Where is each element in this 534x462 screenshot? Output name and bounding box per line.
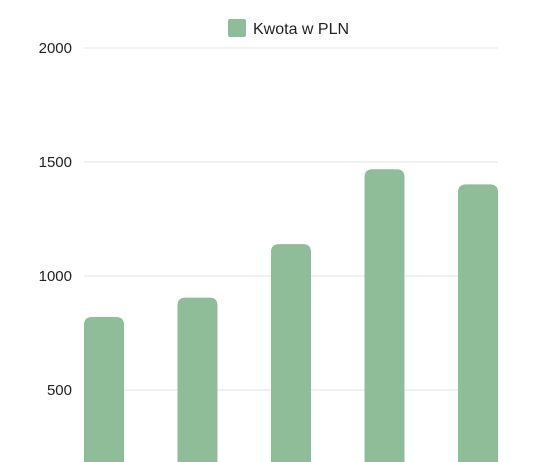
bar <box>84 317 124 462</box>
bar <box>271 244 311 462</box>
y-tick-label: 500 <box>47 382 72 399</box>
bar <box>458 184 498 462</box>
legend-label: Kwota w PLN <box>253 21 349 38</box>
y-axis-ticks: 500 1000 1500 2000 <box>39 40 72 399</box>
legend-swatch <box>228 19 246 37</box>
bar <box>364 169 405 462</box>
bars <box>84 169 498 462</box>
legend: Kwota w PLN <box>228 19 349 38</box>
y-tick-label: 1000 <box>39 268 72 285</box>
bar <box>177 297 218 462</box>
y-tick-label: 1500 <box>39 154 72 171</box>
y-tick-label: 2000 <box>39 40 72 57</box>
